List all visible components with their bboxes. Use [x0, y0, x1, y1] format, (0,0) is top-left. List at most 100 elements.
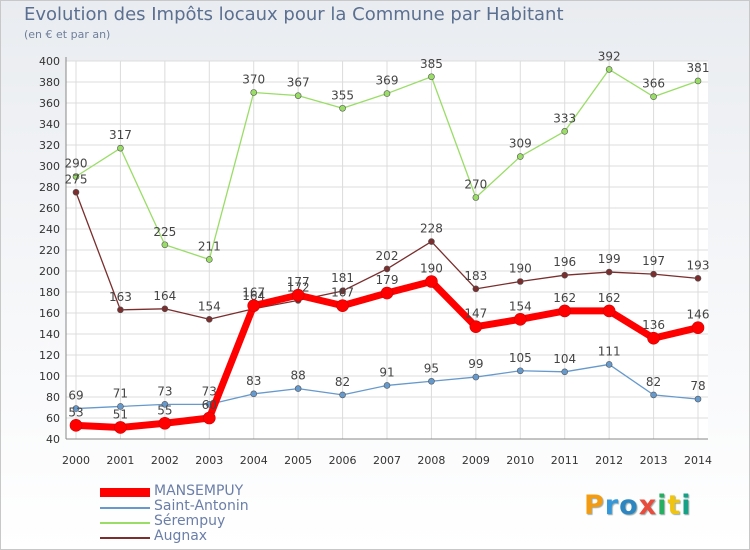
data-point: [380, 286, 394, 300]
data-point: [425, 275, 438, 288]
x-tick-label: 2012: [595, 454, 623, 467]
data-label: 154: [198, 299, 221, 313]
y-tick-label: 140: [39, 328, 60, 341]
data-point: [72, 188, 80, 196]
data-point: [339, 287, 346, 295]
data-point: [250, 89, 258, 96]
data-label: 111: [598, 344, 621, 358]
data-label: 366: [642, 77, 665, 91]
data-label: 190: [420, 262, 443, 276]
x-tick-label: 2004: [240, 454, 268, 467]
data-label: 317: [109, 128, 132, 142]
x-tick-label: 2011: [551, 454, 579, 467]
data-point: [605, 268, 613, 276]
data-label: 78: [690, 379, 705, 393]
legend-label: Sérempuy: [154, 513, 226, 529]
data-point: [472, 285, 480, 293]
data-point: [339, 104, 346, 112]
x-tick-label: 2014: [684, 454, 712, 467]
data-point: [558, 304, 572, 318]
legend-label: Augnax: [154, 528, 208, 544]
data-label: 367: [287, 76, 310, 90]
y-tick-label: 340: [39, 118, 60, 131]
y-tick-label: 120: [39, 349, 60, 362]
data-point: [383, 382, 391, 389]
data-label: 392: [598, 49, 621, 63]
legend-item: Saint-Antonin: [100, 499, 340, 515]
data-label: 53: [68, 405, 83, 419]
y-tick-label: 220: [39, 244, 60, 257]
data-label: 370: [242, 73, 265, 87]
proxiti-logo: Proxiti: [584, 490, 692, 521]
data-label: 88: [291, 369, 306, 383]
x-tick-label: 2008: [417, 454, 445, 467]
data-point: [602, 304, 616, 318]
data-point: [694, 395, 702, 403]
data-label: 177: [287, 275, 310, 289]
y-tick-label: 200: [39, 265, 60, 278]
x-tick-label: 2001: [106, 454, 134, 467]
logo-letter: o: [619, 490, 639, 521]
data-point: [161, 241, 169, 249]
data-point: [428, 73, 435, 81]
data-label: 228: [420, 222, 443, 236]
data-label: 82: [646, 375, 661, 389]
x-tick-label: 2005: [284, 454, 312, 467]
data-label: 193: [687, 258, 710, 272]
data-label: 196: [553, 255, 576, 269]
data-label: 381: [687, 61, 710, 75]
chart-subtitle: (en € et par an): [24, 28, 111, 41]
data-label: 333: [553, 111, 576, 125]
legend-item: Augnax: [100, 528, 340, 545]
data-label: 162: [598, 291, 621, 305]
chart-legend: MANSEMPUY Saint-Antonin Sérempuy Augnax: [100, 484, 340, 545]
data-point: [72, 173, 80, 180]
data-point: [383, 265, 391, 273]
data-label: 385: [420, 57, 443, 71]
data-label: 82: [335, 375, 350, 389]
chart-title: Evolution des Impôts locaux pour la Comm…: [24, 4, 564, 25]
data-label: 60: [202, 398, 217, 412]
legend-swatch: [100, 522, 150, 524]
data-point: [428, 238, 435, 245]
data-point: [72, 405, 80, 412]
data-label: 167: [331, 286, 354, 300]
data-label: 167: [242, 286, 265, 300]
data-label: 369: [376, 74, 399, 88]
y-tick-label: 100: [39, 370, 60, 383]
data-point: [472, 373, 480, 381]
data-point: [114, 421, 127, 434]
data-label: 290: [65, 157, 88, 171]
data-label: 91: [379, 365, 394, 379]
logo-letter: t: [667, 490, 682, 521]
data-label: 147: [464, 307, 487, 321]
data-label: 146: [687, 308, 710, 322]
data-label: 190: [509, 262, 532, 276]
data-label: 275: [65, 172, 88, 186]
data-point: [650, 391, 657, 399]
data-label: 183: [464, 269, 487, 283]
data-point: [339, 391, 346, 399]
y-tick-label: 320: [39, 139, 60, 152]
data-label: 211: [198, 239, 221, 253]
data-point: [691, 321, 705, 335]
legend-item: Sérempuy: [100, 513, 340, 530]
data-point: [117, 144, 124, 152]
data-label: 225: [153, 225, 176, 239]
data-point: [205, 315, 213, 323]
x-tick-label: 2002: [151, 454, 179, 467]
y-tick-label: 240: [39, 223, 60, 236]
data-label: 83: [246, 374, 261, 388]
data-label: 197: [642, 254, 665, 268]
data-point: [513, 312, 527, 326]
data-point: [250, 390, 258, 398]
data-label: 136: [642, 318, 665, 332]
data-point: [117, 306, 124, 314]
logo-letter: i: [681, 490, 692, 521]
data-point: [383, 90, 391, 97]
y-tick-label: 260: [39, 202, 60, 215]
y-tick-label: 180: [39, 286, 60, 299]
legend-swatch: [100, 537, 150, 539]
legend-swatch: [100, 507, 150, 509]
y-tick-label: 160: [39, 307, 60, 320]
